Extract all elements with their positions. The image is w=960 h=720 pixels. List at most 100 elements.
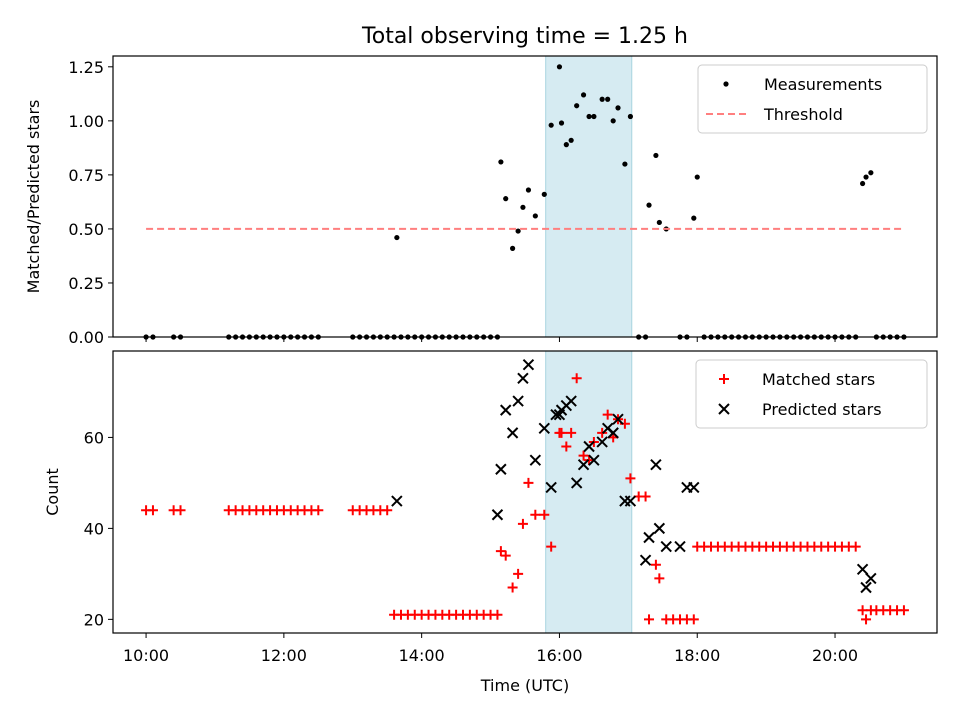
data-point bbox=[541, 191, 547, 197]
data-point bbox=[643, 531, 655, 544]
data-point bbox=[495, 463, 507, 475]
data-point bbox=[694, 174, 700, 180]
legend-marker bbox=[723, 81, 729, 87]
data-point bbox=[566, 427, 577, 438]
data-point bbox=[644, 614, 655, 625]
y-tick-label: 1.00 bbox=[68, 112, 104, 131]
series-matched-stars bbox=[141, 373, 909, 625]
data-point bbox=[500, 550, 511, 561]
highlight-span bbox=[545, 350, 633, 634]
data-point bbox=[588, 454, 600, 466]
data-point bbox=[498, 159, 504, 165]
data-point bbox=[495, 546, 506, 557]
data-point bbox=[653, 152, 659, 159]
data-point bbox=[660, 540, 672, 553]
data-point bbox=[538, 422, 550, 435]
data-point bbox=[532, 213, 538, 219]
data-point bbox=[597, 427, 608, 438]
data-point bbox=[500, 404, 512, 416]
data-point bbox=[607, 427, 619, 439]
data-point bbox=[591, 113, 597, 120]
data-point bbox=[898, 605, 909, 616]
data-point bbox=[558, 120, 565, 126]
legend-label: Predicted stars bbox=[762, 400, 882, 419]
data-point bbox=[492, 609, 503, 620]
data-point bbox=[602, 409, 613, 420]
legend-item: Matched stars bbox=[719, 370, 875, 389]
legend-marker bbox=[718, 403, 730, 415]
data-point bbox=[522, 358, 535, 371]
data-point bbox=[513, 568, 524, 579]
data-point bbox=[313, 505, 324, 516]
data-point bbox=[545, 481, 557, 494]
data-point bbox=[574, 103, 580, 109]
data-point bbox=[556, 64, 563, 70]
data-point bbox=[860, 581, 872, 594]
data-point bbox=[653, 522, 666, 535]
data-point bbox=[577, 459, 590, 471]
legend-box bbox=[695, 359, 928, 429]
data-point bbox=[624, 495, 637, 507]
data-point bbox=[530, 509, 541, 520]
data-point bbox=[391, 495, 403, 507]
data-point bbox=[570, 477, 583, 489]
data-point bbox=[509, 245, 516, 251]
data-point bbox=[175, 505, 186, 516]
data-point bbox=[850, 541, 861, 552]
data-point bbox=[586, 113, 592, 120]
data-point bbox=[646, 202, 652, 208]
data-point bbox=[583, 440, 595, 453]
data-point bbox=[525, 187, 532, 193]
top-panel: 0.00 0.25 0.50 0.75 1.00 1.25 Matched/Predicte… bbox=[24, 55, 938, 347]
data-point bbox=[856, 563, 869, 576]
legend: Matched stars Predicted stars bbox=[695, 359, 928, 429]
data-point bbox=[615, 105, 621, 111]
data-point bbox=[565, 395, 577, 407]
data-point bbox=[625, 473, 636, 484]
data-point bbox=[548, 122, 554, 128]
y-tick-label: 0.00 bbox=[68, 328, 104, 347]
data-point bbox=[674, 540, 686, 553]
data-point bbox=[520, 204, 526, 210]
x-axis-label: Time (UTC) bbox=[480, 676, 569, 695]
legend-label: Measurements bbox=[764, 75, 882, 94]
y-axis-label: Matched/Predicted stars bbox=[24, 100, 43, 294]
data-point bbox=[523, 477, 534, 488]
x-tick-label: 12:00 bbox=[261, 646, 307, 665]
data-point bbox=[571, 373, 582, 384]
data-point bbox=[868, 170, 874, 176]
legend-marker bbox=[719, 374, 729, 384]
data-point bbox=[610, 118, 616, 124]
x-tick-label: 20:00 bbox=[812, 646, 858, 665]
legend-item: Predicted stars bbox=[718, 400, 882, 419]
data-point bbox=[654, 573, 665, 584]
legend-label: Threshold bbox=[763, 105, 843, 124]
data-point bbox=[517, 518, 528, 529]
legend-item: Measurements bbox=[723, 75, 882, 94]
y-tick-label: 40 bbox=[84, 519, 104, 538]
x-tick-label: 10:00 bbox=[123, 646, 169, 665]
axes-frame bbox=[112, 350, 938, 634]
data-point bbox=[584, 455, 595, 466]
data-point bbox=[578, 450, 589, 461]
data-point bbox=[688, 481, 700, 494]
data-point bbox=[529, 454, 542, 466]
legend-label: Matched stars bbox=[762, 370, 875, 389]
data-point bbox=[546, 541, 557, 552]
x-tick-label: 16:00 bbox=[536, 646, 582, 665]
data-point bbox=[650, 559, 661, 570]
y-tick-label: 0.75 bbox=[68, 166, 104, 185]
data-point bbox=[605, 96, 611, 102]
data-point bbox=[506, 427, 519, 439]
legend: Measurements Threshold bbox=[697, 64, 928, 134]
data-point bbox=[599, 96, 605, 102]
data-point bbox=[596, 436, 608, 448]
figure-title: Total observing time = 1.25 h bbox=[361, 24, 688, 49]
y-axis-label: Count bbox=[43, 468, 62, 516]
data-point bbox=[556, 427, 567, 438]
data-point bbox=[640, 491, 651, 502]
data-point bbox=[650, 459, 662, 471]
data-point bbox=[568, 137, 574, 143]
data-point bbox=[517, 372, 529, 384]
